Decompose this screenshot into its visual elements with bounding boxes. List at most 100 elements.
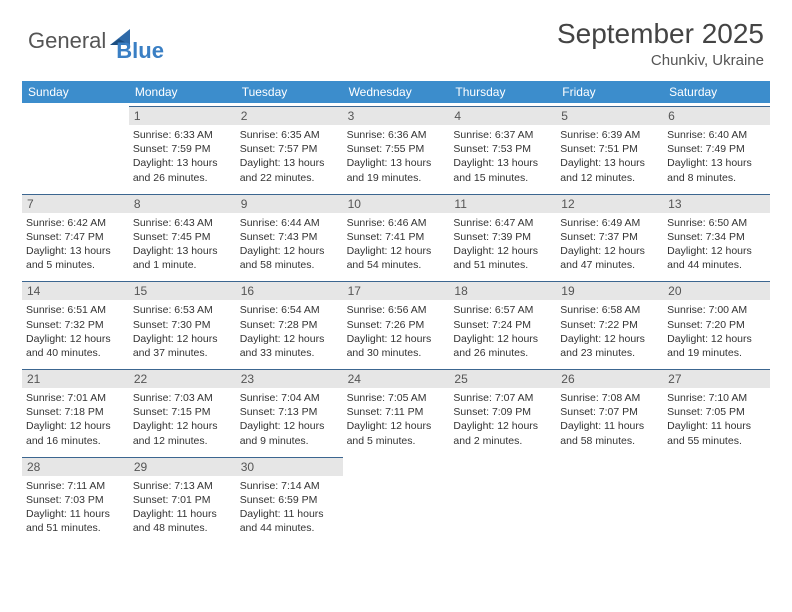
day-cell: 30Sunrise: 7:14 AMSunset: 6:59 PMDayligh… bbox=[236, 454, 343, 542]
sunset-line: Sunset: 7:39 PM bbox=[453, 230, 552, 244]
sunset-line: Sunset: 6:59 PM bbox=[240, 493, 339, 507]
day-cell: 2Sunrise: 6:35 AMSunset: 7:57 PMDaylight… bbox=[236, 103, 343, 191]
sunrise-line: Sunrise: 7:03 AM bbox=[133, 391, 232, 405]
sunset-line: Sunset: 7:15 PM bbox=[133, 405, 232, 419]
day-cell: 1Sunrise: 6:33 AMSunset: 7:59 PMDaylight… bbox=[129, 103, 236, 191]
day-cell bbox=[343, 454, 450, 542]
daylight-line: Daylight: 12 hours and 9 minutes. bbox=[240, 419, 339, 447]
sunset-line: Sunset: 7:07 PM bbox=[560, 405, 659, 419]
daylight-line: Daylight: 12 hours and 51 minutes. bbox=[453, 244, 552, 272]
daylight-line: Daylight: 12 hours and 58 minutes. bbox=[240, 244, 339, 272]
sunset-line: Sunset: 7:11 PM bbox=[347, 405, 446, 419]
day-cell: 21Sunrise: 7:01 AMSunset: 7:18 PMDayligh… bbox=[22, 366, 129, 454]
sunrise-line: Sunrise: 6:35 AM bbox=[240, 128, 339, 142]
day-number: 25 bbox=[449, 369, 556, 388]
sunrise-line: Sunrise: 6:42 AM bbox=[26, 216, 125, 230]
daylight-line: Daylight: 12 hours and 30 minutes. bbox=[347, 332, 446, 360]
day-number: 4 bbox=[449, 106, 556, 125]
page-title: September 2025 bbox=[557, 18, 764, 50]
day-number: 13 bbox=[663, 194, 770, 213]
sunset-line: Sunset: 7:49 PM bbox=[667, 142, 766, 156]
day-number: 3 bbox=[343, 106, 450, 125]
sunset-line: Sunset: 7:28 PM bbox=[240, 318, 339, 332]
sunset-line: Sunset: 7:37 PM bbox=[560, 230, 659, 244]
sunrise-line: Sunrise: 6:40 AM bbox=[667, 128, 766, 142]
sunset-line: Sunset: 7:09 PM bbox=[453, 405, 552, 419]
daylight-line: Daylight: 13 hours and 8 minutes. bbox=[667, 156, 766, 184]
day-number: 18 bbox=[449, 281, 556, 300]
week-row: 14Sunrise: 6:51 AMSunset: 7:32 PMDayligh… bbox=[22, 278, 770, 366]
header: General Blue September 2025 Chunkiv, Ukr… bbox=[0, 0, 792, 73]
daylight-line: Daylight: 13 hours and 12 minutes. bbox=[560, 156, 659, 184]
sunrise-line: Sunrise: 7:13 AM bbox=[133, 479, 232, 493]
sunset-line: Sunset: 7:22 PM bbox=[560, 318, 659, 332]
day-number: 7 bbox=[22, 194, 129, 213]
sunset-line: Sunset: 7:55 PM bbox=[347, 142, 446, 156]
sunrise-line: Sunrise: 7:08 AM bbox=[560, 391, 659, 405]
day-number: 17 bbox=[343, 281, 450, 300]
sunrise-line: Sunrise: 7:07 AM bbox=[453, 391, 552, 405]
daylight-line: Daylight: 13 hours and 5 minutes. bbox=[26, 244, 125, 272]
title-block: September 2025 Chunkiv, Ukraine bbox=[557, 18, 764, 69]
week-row: 21Sunrise: 7:01 AMSunset: 7:18 PMDayligh… bbox=[22, 366, 770, 454]
day-number: 19 bbox=[556, 281, 663, 300]
daylight-line: Daylight: 13 hours and 26 minutes. bbox=[133, 156, 232, 184]
day-cell: 7Sunrise: 6:42 AMSunset: 7:47 PMDaylight… bbox=[22, 191, 129, 279]
week-row: 7Sunrise: 6:42 AMSunset: 7:47 PMDaylight… bbox=[22, 191, 770, 279]
day-cell: 5Sunrise: 6:39 AMSunset: 7:51 PMDaylight… bbox=[556, 103, 663, 191]
day-number: 5 bbox=[556, 106, 663, 125]
day-cell: 27Sunrise: 7:10 AMSunset: 7:05 PMDayligh… bbox=[663, 366, 770, 454]
sunset-line: Sunset: 7:24 PM bbox=[453, 318, 552, 332]
sunset-line: Sunset: 7:57 PM bbox=[240, 142, 339, 156]
day-cell: 18Sunrise: 6:57 AMSunset: 7:24 PMDayligh… bbox=[449, 278, 556, 366]
daylight-line: Daylight: 12 hours and 54 minutes. bbox=[347, 244, 446, 272]
day-cell: 22 Sunrise: 7:03 AMSunset: 7:15 PMDayligh… bbox=[129, 366, 236, 454]
daylight-line: Daylight: 12 hours and 23 minutes. bbox=[560, 332, 659, 360]
daylight-line: Daylight: 11 hours and 51 minutes. bbox=[26, 507, 125, 535]
weekday-header: Tuesday bbox=[236, 81, 343, 103]
sunrise-line: Sunrise: 6:47 AM bbox=[453, 216, 552, 230]
day-number: 14 bbox=[22, 281, 129, 300]
daylight-line: Daylight: 12 hours and 19 minutes. bbox=[667, 332, 766, 360]
day-cell bbox=[449, 454, 556, 542]
daylight-line: Daylight: 13 hours and 19 minutes. bbox=[347, 156, 446, 184]
daylight-line: Daylight: 12 hours and 37 minutes. bbox=[133, 332, 232, 360]
day-number: 22 bbox=[129, 369, 236, 388]
week-row: 28Sunrise: 7:11 AMSunset: 7:03 PMDayligh… bbox=[22, 454, 770, 542]
sunrise-line: Sunrise: 6:44 AM bbox=[240, 216, 339, 230]
weekday-header: Friday bbox=[556, 81, 663, 103]
daylight-line: Daylight: 12 hours and 26 minutes. bbox=[453, 332, 552, 360]
day-cell: 3Sunrise: 6:36 AMSunset: 7:55 PMDaylight… bbox=[343, 103, 450, 191]
day-cell: 29Sunrise: 7:13 AMSunset: 7:01 PMDayligh… bbox=[129, 454, 236, 542]
sunrise-line: Sunrise: 6:50 AM bbox=[667, 216, 766, 230]
day-number: 9 bbox=[236, 194, 343, 213]
sunset-line: Sunset: 7:59 PM bbox=[133, 142, 232, 156]
sunset-line: Sunset: 7:53 PM bbox=[453, 142, 552, 156]
day-cell: 20Sunrise: 7:00 AMSunset: 7:20 PMDayligh… bbox=[663, 278, 770, 366]
week-row: 1Sunrise: 6:33 AMSunset: 7:59 PMDaylight… bbox=[22, 103, 770, 191]
day-cell: 6Sunrise: 6:40 AMSunset: 7:49 PMDaylight… bbox=[663, 103, 770, 191]
day-cell: 9Sunrise: 6:44 AMSunset: 7:43 PMDaylight… bbox=[236, 191, 343, 279]
sunset-line: Sunset: 7:18 PM bbox=[26, 405, 125, 419]
sunset-line: Sunset: 7:01 PM bbox=[133, 493, 232, 507]
sunrise-line: Sunrise: 6:51 AM bbox=[26, 303, 125, 317]
day-cell: 8Sunrise: 6:43 AMSunset: 7:45 PMDaylight… bbox=[129, 191, 236, 279]
daylight-line: Daylight: 12 hours and 12 minutes. bbox=[133, 419, 232, 447]
daylight-line: Daylight: 13 hours and 15 minutes. bbox=[453, 156, 552, 184]
daylight-line: Daylight: 11 hours and 44 minutes. bbox=[240, 507, 339, 535]
day-number: 16 bbox=[236, 281, 343, 300]
daylight-line: Daylight: 11 hours and 55 minutes. bbox=[667, 419, 766, 447]
day-number: 8 bbox=[129, 194, 236, 213]
daylight-line: Daylight: 13 hours and 22 minutes. bbox=[240, 156, 339, 184]
day-cell: 17Sunrise: 6:56 AMSunset: 7:26 PMDayligh… bbox=[343, 278, 450, 366]
sunset-line: Sunset: 7:30 PM bbox=[133, 318, 232, 332]
weekday-header: Thursday bbox=[449, 81, 556, 103]
day-number: 10 bbox=[343, 194, 450, 213]
sunrise-line: Sunrise: 7:01 AM bbox=[26, 391, 125, 405]
sunrise-line: Sunrise: 6:39 AM bbox=[560, 128, 659, 142]
weeks-container: 1Sunrise: 6:33 AMSunset: 7:59 PMDaylight… bbox=[22, 103, 770, 541]
sunset-line: Sunset: 7:41 PM bbox=[347, 230, 446, 244]
sunset-line: Sunset: 7:05 PM bbox=[667, 405, 766, 419]
sunrise-line: Sunrise: 6:37 AM bbox=[453, 128, 552, 142]
sunset-line: Sunset: 7:34 PM bbox=[667, 230, 766, 244]
